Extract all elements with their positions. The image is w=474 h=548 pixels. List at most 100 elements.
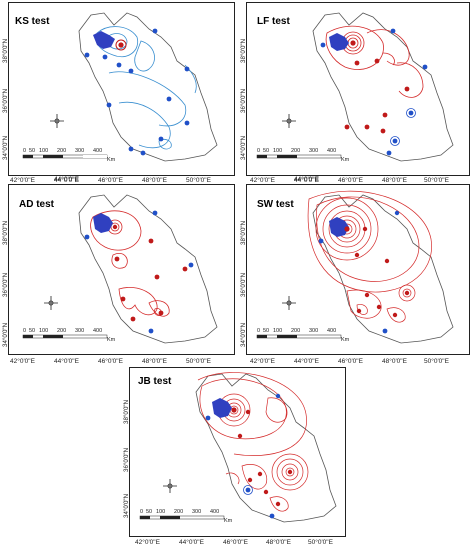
- lake: [329, 33, 349, 51]
- svg-text:Km: Km: [341, 157, 350, 163]
- map-canvas: 0 50 100 200 300 400 Km: [256, 190, 454, 344]
- lon-label: 42°0'0"E: [10, 177, 35, 184]
- lake: [212, 398, 232, 418]
- red-station: [118, 42, 124, 48]
- svg-text:50: 50: [146, 509, 152, 515]
- red-stations: [231, 407, 293, 507]
- lat-label: 36°0'0"N: [2, 88, 9, 113]
- svg-text:0: 0: [257, 148, 260, 154]
- lat-label: 36°0'0"N: [240, 88, 247, 113]
- svg-text:100: 100: [39, 148, 48, 154]
- svg-text:400: 400: [327, 148, 336, 154]
- scale-bar: [256, 334, 342, 339]
- lat-label: 38°0'0"N: [2, 220, 9, 245]
- scale-bar: [22, 334, 108, 339]
- panel-title: KS test: [15, 16, 50, 27]
- svg-text:0: 0: [140, 509, 143, 515]
- svg-text:0: 0: [23, 148, 26, 154]
- lon-label: 44°0'0"E: [294, 358, 319, 365]
- lon-label: 50°0'0"E: [308, 539, 333, 546]
- blue-stations: [320, 28, 428, 156]
- lat-label: 34°0'0"N: [240, 322, 247, 347]
- red-station-ring: [115, 39, 127, 51]
- region-outline: [312, 12, 454, 162]
- map-panel-ks: KS test 38°0'0"N 36°0'0"N 34°0'0"N 0: [2, 2, 235, 176]
- svg-text:400: 400: [93, 148, 102, 154]
- lat-label: 38°0'0"N: [240, 220, 247, 245]
- lon-label: 44°0'0"E: [54, 177, 79, 184]
- svg-text:200: 200: [57, 148, 66, 154]
- svg-text:300: 300: [75, 328, 84, 334]
- panel-title: SW test: [257, 199, 294, 210]
- region-outline: [312, 194, 454, 344]
- lon-label: 46°0'0"E: [338, 177, 363, 184]
- lon-label: 50°0'0"E: [186, 358, 211, 365]
- svg-text:0: 0: [23, 328, 26, 334]
- svg-text:200: 200: [291, 148, 300, 154]
- blue-stations: [205, 393, 281, 519]
- lat-label: 36°0'0"N: [123, 447, 130, 472]
- scale-bar: [256, 154, 342, 159]
- lon-label: 42°0'0"E: [10, 358, 35, 365]
- svg-text:50: 50: [29, 328, 35, 334]
- region-outline: [78, 194, 218, 344]
- lon-label: 44°0'0"E: [294, 176, 319, 183]
- lon-label: 44°0'0"E: [179, 539, 204, 546]
- svg-text:Km: Km: [107, 157, 116, 163]
- svg-text:Km: Km: [341, 337, 350, 343]
- lon-label: 44°0'0"E: [294, 177, 319, 184]
- lat-label: 34°0'0"N: [2, 135, 9, 160]
- lat-label: 38°0'0"N: [2, 38, 9, 63]
- lat-label: 34°0'0"N: [2, 322, 9, 347]
- svg-text:50: 50: [29, 148, 35, 154]
- lat-label: 36°0'0"N: [2, 272, 9, 297]
- svg-text:300: 300: [192, 509, 201, 515]
- svg-text:Km: Km: [107, 337, 116, 343]
- lon-label: 50°0'0"E: [186, 177, 211, 184]
- red-stations: [344, 226, 410, 318]
- red-station: [350, 40, 356, 46]
- svg-text:300: 300: [309, 328, 318, 334]
- lake: [93, 31, 115, 49]
- lat-label: 34°0'0"N: [123, 493, 130, 518]
- svg-text:100: 100: [39, 328, 48, 334]
- svg-text:400: 400: [93, 328, 102, 334]
- map-canvas: 0 50 100 200 300 400 Km: [256, 12, 454, 163]
- map-panel-lf: LF test 38°0'0"N 36°0'0"N 34°0'0"N 0: [240, 2, 470, 176]
- map-canvas: 0 50 100 200 300 400 Km: [22, 12, 218, 163]
- lon-label: 48°0'0"E: [142, 177, 167, 184]
- lon-label: 46°0'0"E: [98, 177, 123, 184]
- scale-bar: [139, 515, 225, 520]
- map-canvas: 0 50 100 200 300 400 Km: [22, 194, 218, 344]
- lon-label: 48°0'0"E: [266, 539, 291, 546]
- svg-text:200: 200: [57, 328, 66, 334]
- svg-text:400: 400: [210, 509, 219, 515]
- map-panel-ad: AD test 38°0'0"N 36°0'0"N 34°0'0"N 0 50: [2, 184, 235, 355]
- svg-text:400: 400: [327, 328, 336, 334]
- svg-text:Km: Km: [224, 518, 233, 524]
- lon-label: 48°0'0"E: [382, 358, 407, 365]
- red-stations: [112, 224, 188, 322]
- lon-label: 44°0'0"E: [54, 176, 79, 183]
- svg-text:50: 50: [263, 148, 269, 154]
- panel-title: AD test: [19, 199, 55, 210]
- svg-text:200: 200: [291, 328, 300, 334]
- lon-label: 42°0'0"E: [250, 177, 275, 184]
- svg-text:300: 300: [75, 148, 84, 154]
- lake: [329, 217, 349, 237]
- map-panel-sw: SW test 38°0'0"N 36°0'0"N 34°0'0"N 0: [240, 184, 470, 355]
- region-outline: [195, 373, 337, 523]
- red-stations: [344, 58, 410, 134]
- svg-text:0: 0: [257, 328, 260, 334]
- lon-label: 42°0'0"E: [250, 358, 275, 365]
- contour-lines: [197, 372, 309, 512]
- svg-text:100: 100: [273, 148, 282, 154]
- lat-label: 34°0'0"N: [240, 135, 247, 160]
- lon-label: 48°0'0"E: [382, 177, 407, 184]
- svg-text:50: 50: [263, 328, 269, 334]
- lon-label: 46°0'0"E: [223, 539, 248, 546]
- svg-text:200: 200: [174, 509, 183, 515]
- lon-label: 50°0'0"E: [424, 177, 449, 184]
- contour-lines: [90, 210, 170, 317]
- lat-label: 38°0'0"N: [123, 399, 130, 424]
